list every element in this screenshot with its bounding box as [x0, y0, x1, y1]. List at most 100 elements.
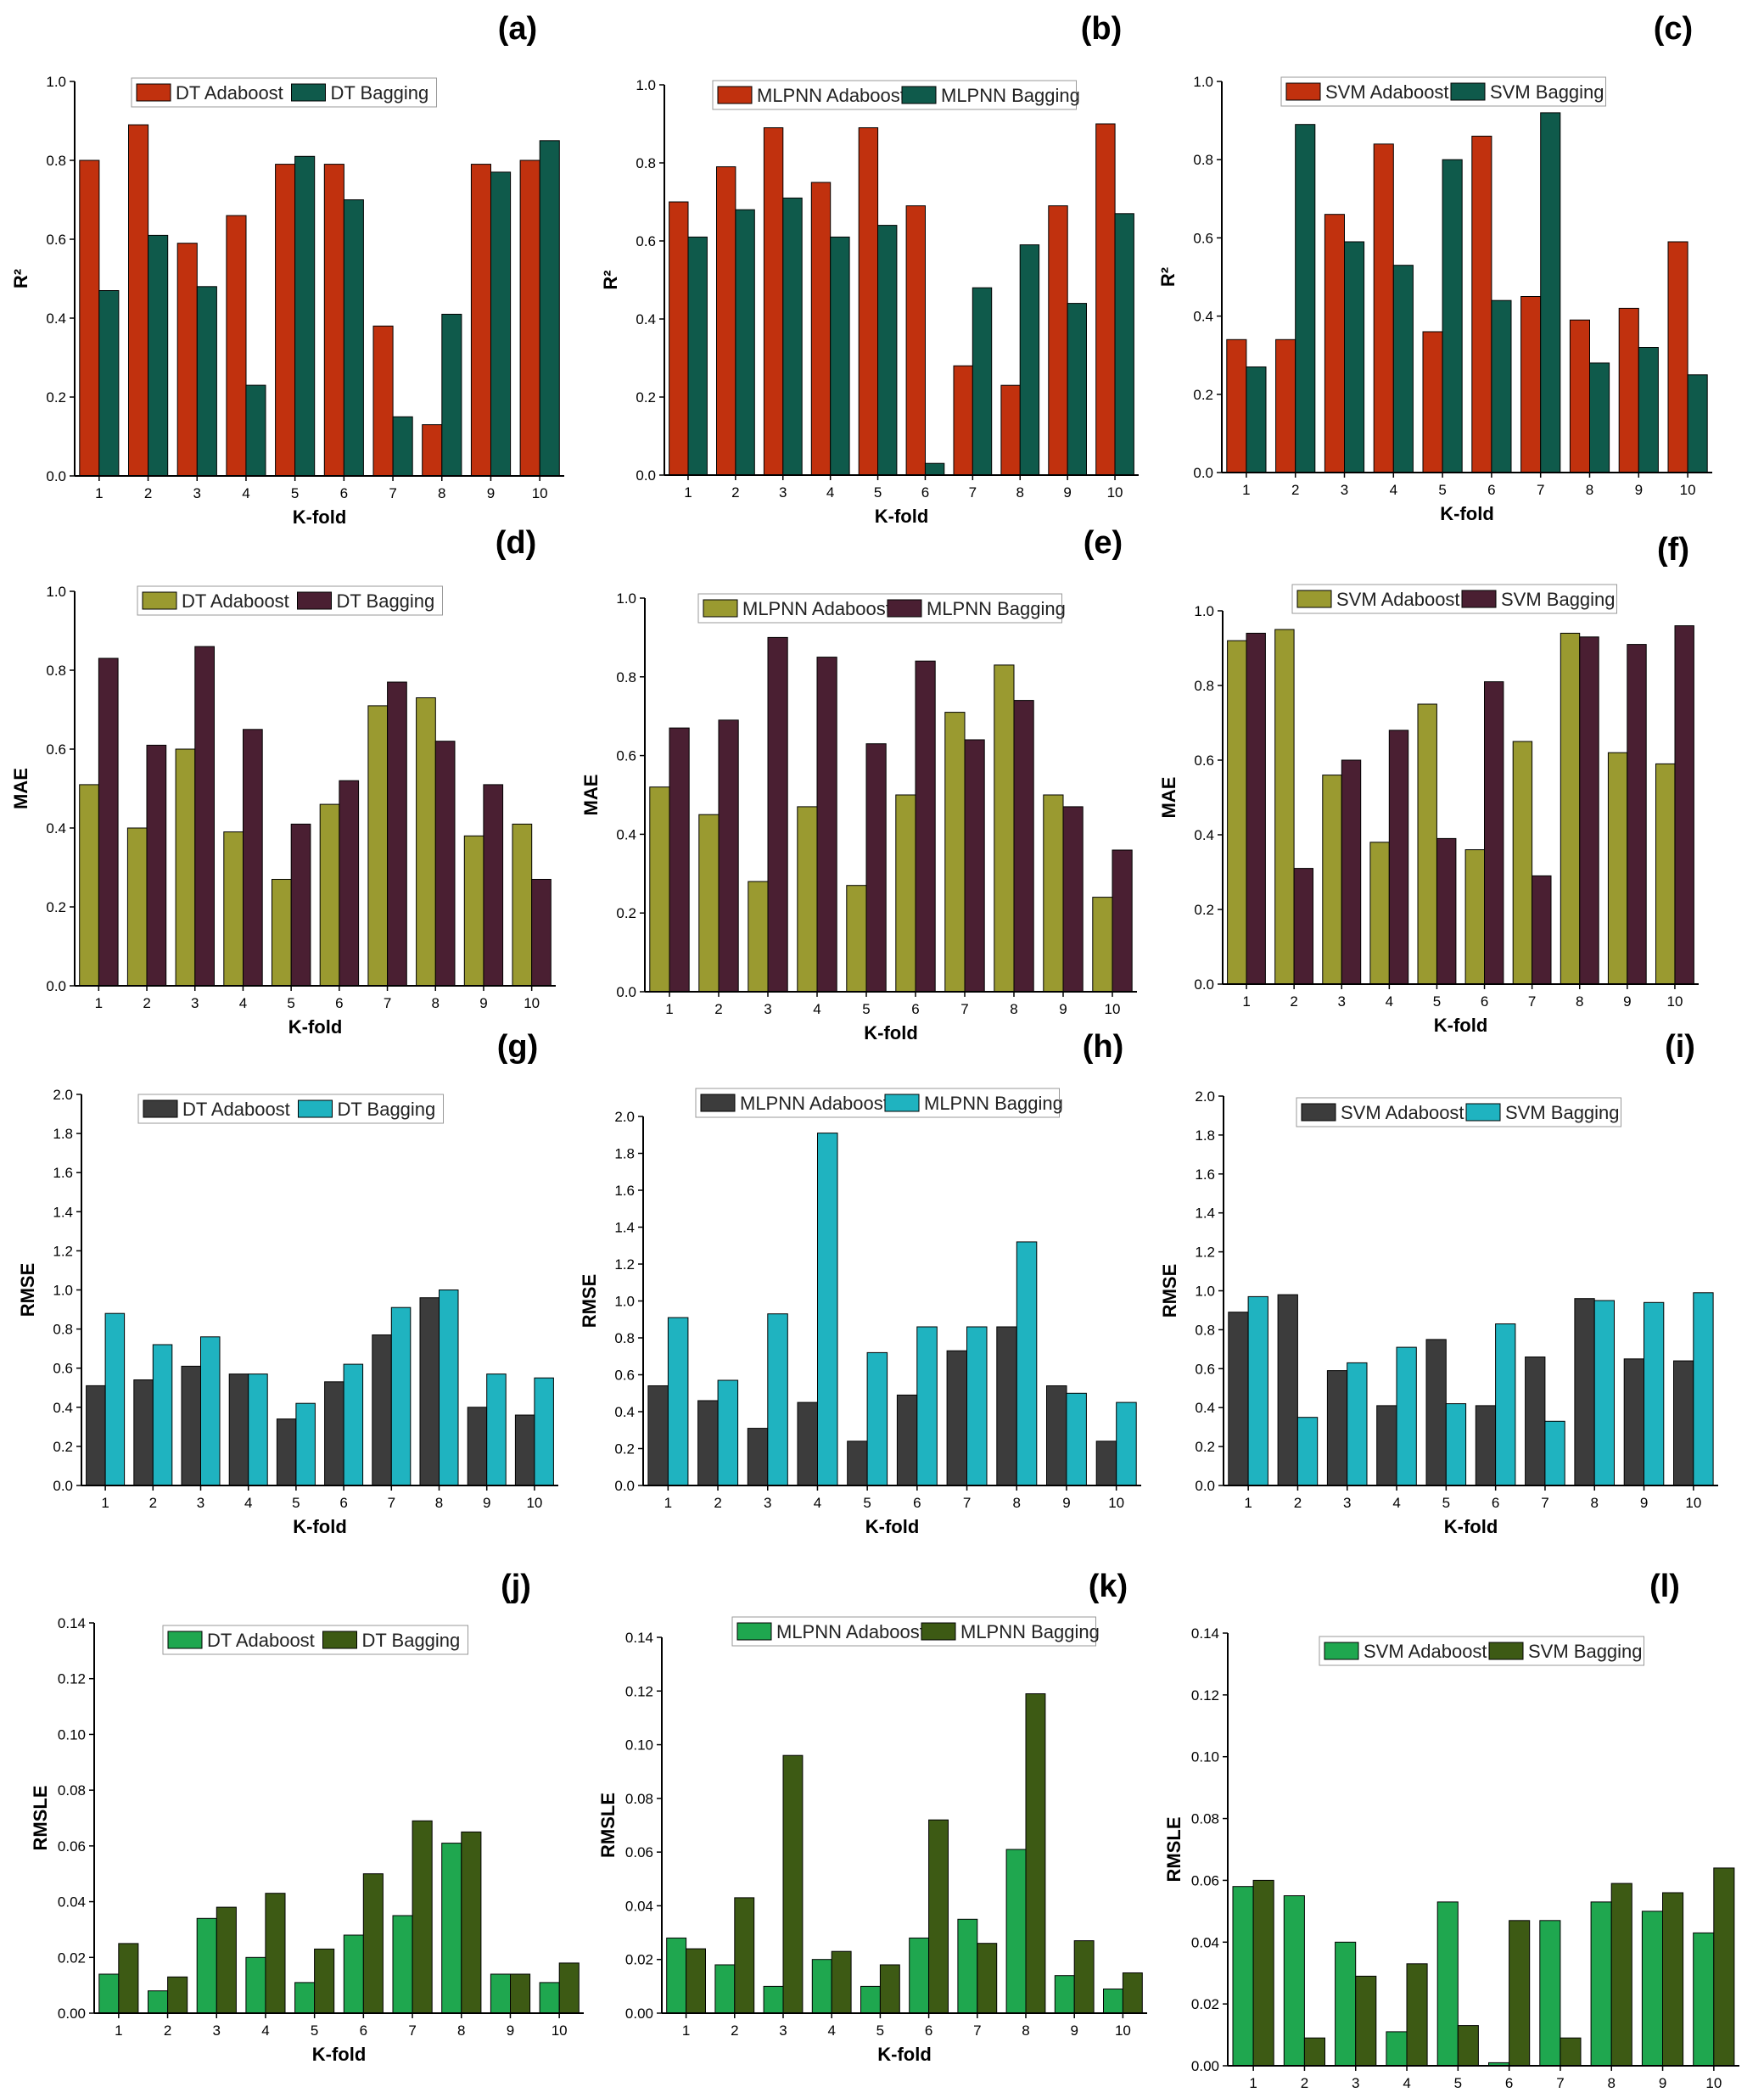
bar-adaboost-8 — [1590, 1901, 1612, 2067]
bar-bagging-2 — [1293, 868, 1313, 985]
panel-f: (f) 0.0 0.2 0.4 0.6 0.8 1.0 1 2 3 4 5 6 7 8 9 10 K-fold MA… — [1158, 532, 1699, 1036]
x-axis-title: K-fold — [877, 2044, 932, 2065]
bar-adaboost-3 — [748, 881, 769, 993]
bar-bagging-5 — [879, 1964, 900, 2014]
y-tick-label: 0.4 — [1194, 827, 1214, 843]
bar-bagging-2 — [734, 1897, 755, 2014]
y-tick-label: 1.0 — [1195, 1284, 1215, 1300]
bar-adaboost-2 — [128, 124, 149, 477]
y-tick-label: 1.0 — [1194, 603, 1214, 619]
x-axis-title: K-fold — [1440, 503, 1494, 524]
bar-bagging-3 — [1341, 759, 1362, 985]
x-axis-title: K-fold — [875, 506, 929, 527]
bar-adaboost-8 — [441, 1843, 462, 2014]
bar-bagging-9 — [1627, 644, 1647, 985]
legend-label-adaboost: SVM Adaboost — [1341, 1102, 1464, 1123]
y-tick-label: 0.4 — [614, 1404, 635, 1420]
bar-bagging-4 — [248, 1373, 268, 1486]
bar-adaboost-1 — [79, 159, 100, 477]
y-tick-label: 0.08 — [58, 1782, 86, 1799]
x-tick-label: 2 — [1301, 2075, 1308, 2091]
bar-bagging-1 — [1252, 1879, 1274, 2067]
legend-label-adaboost: MLPNN Adaboost — [776, 1621, 925, 1642]
legend-swatch-bagging — [901, 86, 937, 104]
bar-bagging-9 — [510, 1973, 531, 2014]
panel-c: (c) 0.0 0.2 0.4 0.6 0.8 1.0 1 2 3 4 5 6 7 8 9 10 K-fold R²… — [1157, 11, 1712, 524]
legend: MLPNN Adaboost MLPNN Bagging — [697, 593, 1066, 624]
x-tick-label: 1 — [1244, 1495, 1252, 1511]
y-tick-label: 0.6 — [46, 741, 66, 758]
x-tick-label: 3 — [1338, 993, 1346, 1010]
bar-adaboost-7 — [367, 705, 389, 987]
x-tick-label: 8 — [1010, 1001, 1017, 1017]
x-tick-label: 10 — [552, 2022, 568, 2039]
x-tick-label: 10 — [1666, 993, 1683, 1010]
bar-adaboost-8 — [419, 1297, 440, 1486]
bar-bagging-2 — [1295, 124, 1316, 473]
bar-adaboost-8 — [994, 664, 1015, 993]
bar-bagging-9 — [486, 1373, 507, 1486]
legend-swatch-adaboost — [142, 591, 177, 610]
y-tick-label: 0.2 — [614, 1441, 635, 1457]
bar-adaboost-9 — [467, 1407, 488, 1486]
x-tick-label: 10 — [1107, 484, 1123, 501]
legend-label-adaboost: SVM Adaboost — [1364, 1641, 1487, 1662]
legend-swatch-bagging — [887, 599, 922, 618]
bar-bagging-5 — [866, 1351, 888, 1486]
bar-adaboost-2 — [126, 827, 148, 987]
bar-bagging-6 — [1509, 1920, 1531, 2067]
bar-bagging-6 — [343, 1363, 364, 1486]
bar-bagging-8 — [439, 1290, 459, 1486]
panel-label: (k) — [1089, 1569, 1128, 1604]
bar-adaboost-10 — [1667, 241, 1688, 473]
y-tick-label: 1.2 — [1195, 1245, 1215, 1261]
bar-adaboost-6 — [1475, 1405, 1497, 1486]
y-tick-label: 0.0 — [1193, 465, 1213, 481]
y-tick-label: 0.2 — [46, 389, 66, 406]
bar-bagging-1 — [98, 657, 119, 987]
panel-label: (g) — [497, 1029, 539, 1065]
y-tick-label: 0.0 — [636, 467, 656, 484]
bar-bagging-6 — [924, 462, 945, 476]
y-tick-label: 0.4 — [46, 820, 66, 836]
x-tick-label: 6 — [913, 1495, 921, 1511]
y-tick-label: 0.10 — [58, 1726, 86, 1743]
bar-adaboost-3 — [181, 1365, 201, 1486]
legend: DT Adaboost DT Bagging — [137, 1094, 444, 1124]
x-tick-label: 5 — [1438, 482, 1446, 498]
x-tick-label: 8 — [435, 1495, 443, 1511]
y-tick-label: 0.04 — [1191, 1934, 1219, 1950]
y-axis-title: MAE — [1158, 777, 1179, 819]
bar-bagging-2 — [146, 744, 167, 987]
legend-box — [1291, 584, 1617, 614]
x-tick-label: 1 — [664, 1495, 672, 1511]
x-tick-label: 10 — [532, 485, 548, 501]
legend-swatch-bagging — [297, 591, 332, 610]
x-tick-label: 8 — [1586, 482, 1593, 498]
x-tick-label: 5 — [1442, 1495, 1450, 1511]
y-tick-label: 0.4 — [616, 826, 636, 842]
legend-swatch-bagging — [1450, 82, 1486, 101]
panel-d: (d) 0.0 0.2 0.4 0.6 0.8 1.0 1 2 3 4 5 6 7 8 9 10 K-fold MA… — [10, 525, 556, 1038]
legend-swatch-bagging — [1465, 1103, 1501, 1122]
x-tick-label: 2 — [144, 485, 152, 501]
y-tick-label: 0.6 — [53, 1361, 73, 1377]
bar-bagging-7 — [1540, 112, 1561, 473]
legend-swatch-bagging — [1488, 1642, 1524, 1660]
x-tick-label: 6 — [360, 2022, 367, 2039]
x-tick-label: 10 — [1680, 482, 1696, 498]
bar-bagging-7 — [1544, 1420, 1565, 1486]
x-tick-label: 3 — [1341, 482, 1348, 498]
x-tick-label: 4 — [827, 2022, 835, 2039]
y-tick-label: 0.6 — [614, 1368, 635, 1384]
bar-bagging-3 — [196, 286, 217, 477]
bar-adaboost-1 — [669, 201, 689, 476]
legend-label-bagging: DT Bagging — [337, 590, 435, 612]
bar-bagging-9 — [1644, 1301, 1665, 1486]
y-tick-label: 0.4 — [636, 311, 656, 327]
panel-label: (h) — [1083, 1029, 1124, 1065]
y-tick-label: 0.8 — [1193, 152, 1213, 168]
y-tick-label: 0.10 — [1191, 1749, 1219, 1765]
y-tick-label: 0.0 — [614, 1478, 635, 1494]
bar-adaboost-1 — [98, 1973, 120, 2014]
